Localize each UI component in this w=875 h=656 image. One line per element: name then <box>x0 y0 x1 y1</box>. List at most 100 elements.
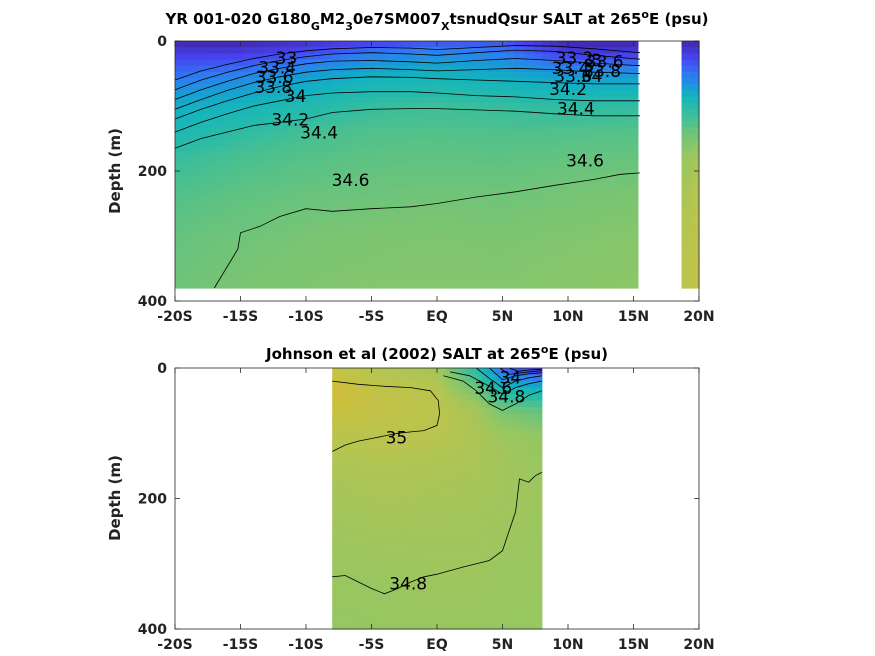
heatmap-cell <box>398 537 403 545</box>
heatmap-cell <box>510 563 515 571</box>
heatmap-cell <box>339 518 344 526</box>
heatmap-cell <box>492 570 497 578</box>
heatmap-cell <box>398 407 403 415</box>
heatmap-cell <box>520 459 525 467</box>
heatmap-cell <box>349 133 359 141</box>
heatmap-cell <box>517 485 522 493</box>
heatmap-cell <box>236 195 246 203</box>
heatmap-cell <box>471 238 482 246</box>
heatmap-cell <box>499 550 504 558</box>
heatmap-cell <box>388 368 393 376</box>
heatmap-cell <box>426 439 431 447</box>
heatmap-cell <box>358 189 368 196</box>
heatmap-cell <box>335 368 340 376</box>
heatmap-cell <box>482 485 487 493</box>
heatmap-cell <box>393 84 403 91</box>
heatmap-cell <box>533 226 543 234</box>
heatmap-cell <box>358 213 368 221</box>
heatmap-cell <box>485 498 490 506</box>
heatmap-cell <box>489 183 499 190</box>
heatmap-cell <box>602 102 613 110</box>
heatmap-cell <box>437 557 442 565</box>
heatmap-cell <box>524 96 534 104</box>
contour-line-34-8 <box>443 375 542 411</box>
heatmap-cell <box>236 170 246 178</box>
heatmap-cell <box>480 71 490 79</box>
heatmap-cell <box>410 84 421 91</box>
heatmap-cell <box>346 570 351 578</box>
heatmap-cell <box>482 537 487 545</box>
heatmap-cell <box>531 609 536 617</box>
heatmap-cell <box>471 121 482 129</box>
heatmap-cell <box>377 609 382 617</box>
heatmap-cell <box>409 576 414 584</box>
heatmap-cell <box>218 257 228 264</box>
heatmap-cell <box>339 374 344 382</box>
heatmap-cell <box>339 557 344 565</box>
heatmap-cell <box>482 433 487 441</box>
heatmap-cell <box>423 491 428 500</box>
heatmap-cell <box>513 433 518 441</box>
heatmap-cell <box>402 387 407 395</box>
heatmap-cell <box>489 505 494 513</box>
heatmap-cell <box>253 201 263 209</box>
heatmap-cell <box>218 158 228 166</box>
heatmap-cell <box>410 53 421 61</box>
heatmap-cell <box>356 413 361 421</box>
heatmap-cell <box>363 498 368 506</box>
heatmap-cell <box>447 524 452 532</box>
heatmap-cell <box>384 505 389 513</box>
heatmap-cell <box>464 524 470 532</box>
heatmap-cell <box>620 195 630 203</box>
heatmap-cell <box>410 170 421 178</box>
heatmap-cell <box>218 232 228 240</box>
heatmap-cell <box>559 263 569 271</box>
heatmap-cell <box>192 244 202 252</box>
heatmap-cell <box>506 452 511 460</box>
heatmap-cell <box>428 127 438 135</box>
heatmap-cell <box>498 250 508 258</box>
heatmap-cell <box>288 244 298 252</box>
heatmap-cell <box>340 238 351 246</box>
heatmap-cell <box>349 108 359 116</box>
heatmap-cell <box>463 78 473 85</box>
heatmap-cell <box>489 576 494 584</box>
heatmap-cell <box>531 394 536 402</box>
heatmap-cell <box>585 281 595 289</box>
heatmap-cell <box>358 244 368 252</box>
heatmap-cell <box>461 602 466 611</box>
heatmap-cell <box>629 213 639 221</box>
heatmap-cell <box>454 465 459 473</box>
heatmap-cell <box>492 439 497 447</box>
heatmap-cell <box>377 602 382 611</box>
heatmap-cell <box>499 420 504 428</box>
heatmap-cell <box>375 189 386 196</box>
heatmap-cell <box>499 596 504 604</box>
heatmap-cell <box>550 152 560 159</box>
heatmap-cell <box>480 78 490 85</box>
heatmap-cell <box>419 84 429 91</box>
heatmap-cell <box>349 622 354 630</box>
heatmap-cell <box>353 446 358 454</box>
heatmap-cell <box>423 413 428 421</box>
heatmap-cell <box>506 400 511 408</box>
heatmap-cell <box>480 189 490 196</box>
heatmap-cell <box>346 374 351 382</box>
heatmap-cell <box>461 407 466 415</box>
heatmap-cell <box>475 576 480 584</box>
heatmap-cell <box>209 145 220 153</box>
heatmap-cell <box>363 563 368 571</box>
heatmap-cell <box>485 368 490 376</box>
heatmap-cell <box>492 511 497 519</box>
heatmap-cell <box>430 511 435 519</box>
heatmap-cell <box>370 498 375 506</box>
heatmap-cell <box>440 557 445 565</box>
heatmap-cell <box>426 420 431 428</box>
heatmap-cell <box>363 505 368 513</box>
heatmap-cell <box>463 115 473 122</box>
heatmap-cell <box>447 452 452 460</box>
heatmap-cell <box>450 446 456 454</box>
heatmap-cell <box>262 244 272 252</box>
heatmap-cell <box>524 491 529 500</box>
heatmap-cell <box>533 59 543 67</box>
